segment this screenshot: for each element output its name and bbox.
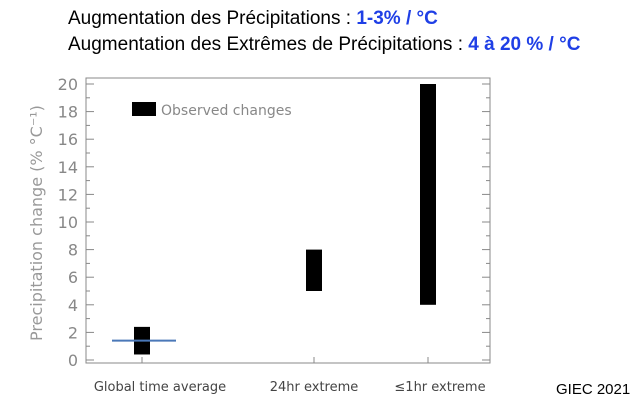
y-tick-label: 8	[68, 241, 78, 260]
chart-header: Augmentation des Précipitations : 1-3% /…	[68, 6, 580, 58]
x-tick-label: Global time average	[94, 380, 226, 395]
legend: Observed changes	[132, 102, 292, 119]
y-axis-label: Precipitation change (% °C⁻¹)	[27, 105, 46, 341]
header-line-1: Augmentation des Précipitations : 1-3% /…	[68, 6, 580, 32]
legend-label: Observed changes	[161, 103, 292, 119]
y-tick-label: 20	[58, 75, 78, 94]
y-tick-label: 6	[68, 268, 78, 287]
y-axis: 0 2 4 6 8 10 12 14 16 18 20	[58, 75, 490, 370]
plot-frame	[85, 77, 491, 364]
y-tick-label: 12	[58, 185, 78, 204]
x-tick-label: ≤1hr extreme	[394, 380, 485, 395]
bar-series	[134, 84, 436, 355]
x-tick-label: 24hr extreme	[270, 380, 359, 395]
header-line-1-text: Augmentation des Précipitations :	[68, 8, 357, 29]
y-tick-label: 4	[68, 296, 78, 315]
bar-3	[420, 84, 436, 305]
bar-2	[306, 249, 322, 291]
header-line-2: Augmentation des Extrêmes de Précipitati…	[68, 32, 580, 58]
source-credit: GIEC 2021	[556, 381, 631, 398]
y-tick-label: 16	[58, 130, 78, 149]
header-line-1-value: 1-3% / °C	[356, 8, 438, 29]
y-tick-label: 10	[58, 213, 78, 232]
y-tick-label: 0	[68, 351, 78, 370]
header-line-2-text: Augmentation des Extrêmes de Précipitati…	[68, 34, 469, 55]
legend-swatch	[132, 102, 156, 116]
x-axis: Global time average 24hr extreme ≤1hr extr…	[94, 357, 486, 395]
header-line-2-value: 4 à 20 % / °C	[468, 34, 581, 55]
y-tick-label: 14	[58, 158, 78, 177]
y-tick-label: 2	[68, 323, 78, 342]
y-tick-label: 18	[58, 103, 78, 122]
